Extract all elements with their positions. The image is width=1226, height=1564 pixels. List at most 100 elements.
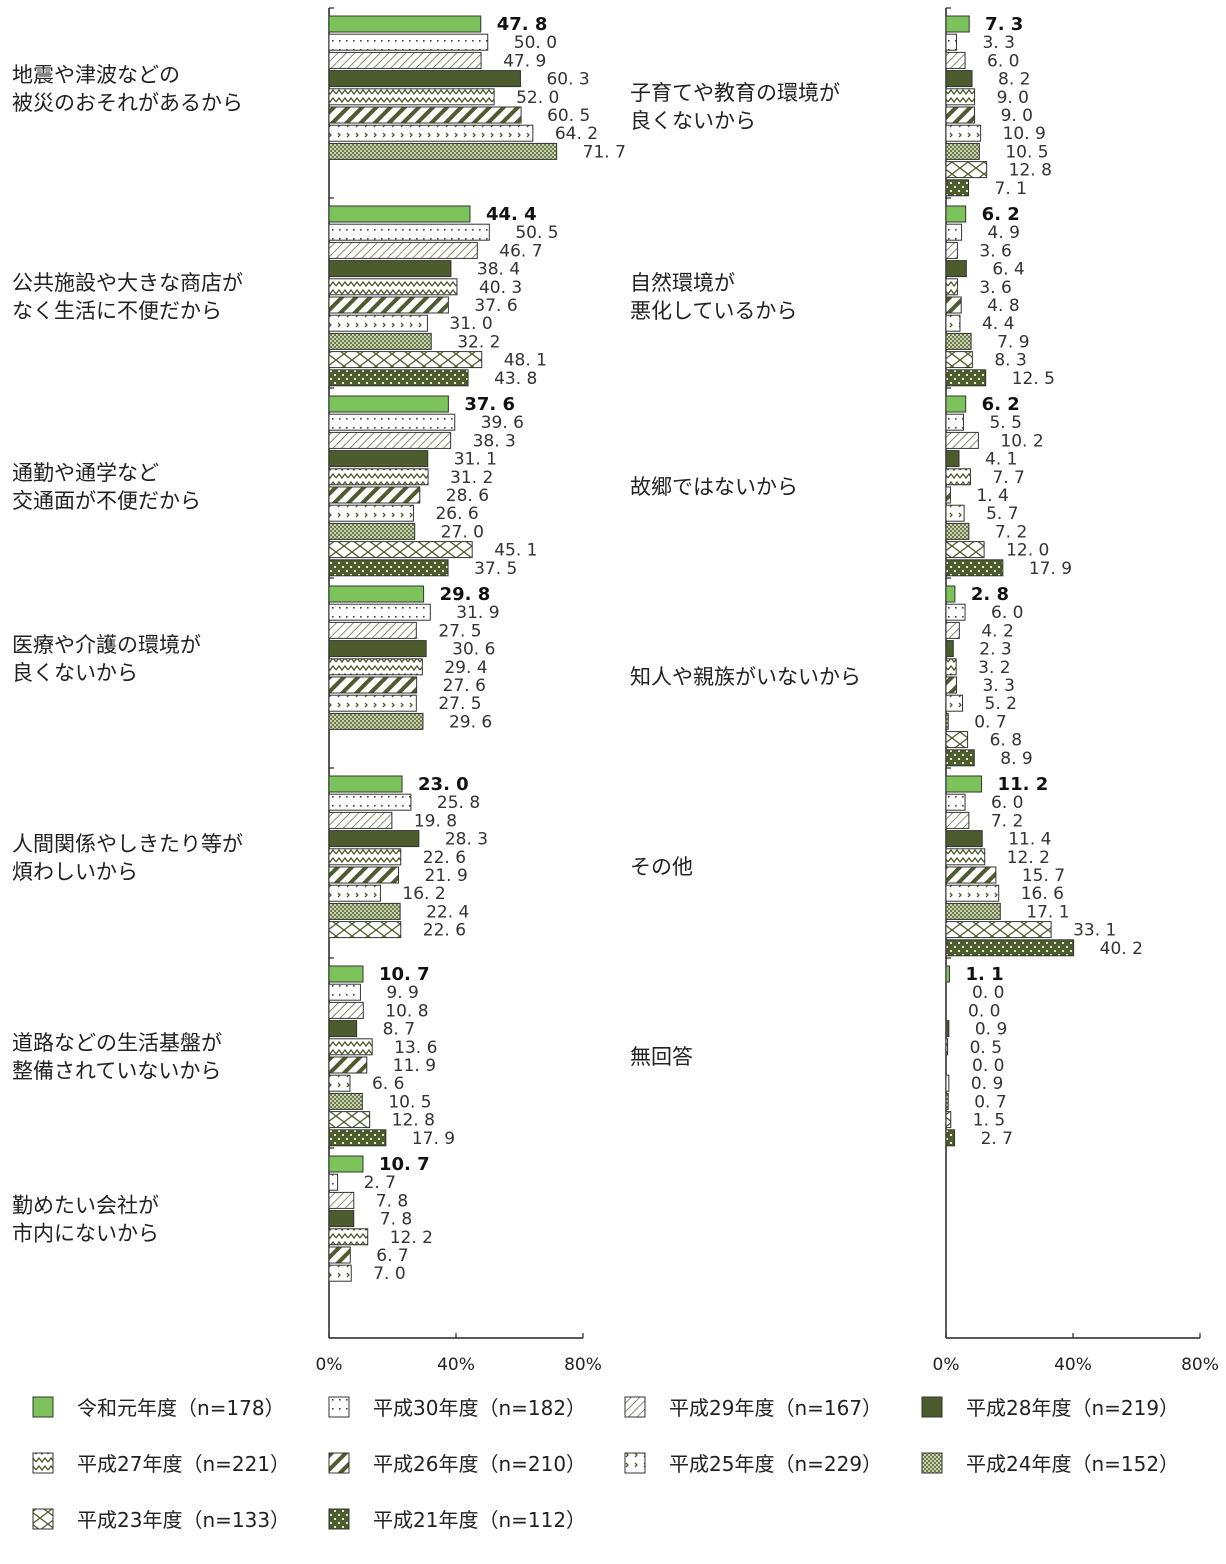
chart-panels: 0% 40% 80% 地震や津波などの被災のおそれがあるから 47. 850. 047.…	[12, 7, 1219, 1375]
legend-label: 平成21年度（n=112）	[373, 1508, 586, 1532]
data-label: 6. 4	[992, 260, 1024, 280]
data-label: 48. 1	[504, 351, 547, 371]
bar-自然環境が悪-series-1	[945, 205, 967, 223]
data-label: 12. 8	[1009, 161, 1052, 181]
data-label: 1. 1	[965, 964, 1003, 985]
legend-label: 平成28年度（n=219）	[966, 1396, 1179, 1420]
bar-子育てや教育-series-6	[945, 106, 976, 124]
data-label: 60. 5	[547, 106, 590, 126]
bar-通勤や通学な-series-4	[328, 450, 429, 468]
bar-無回答-series-1	[945, 965, 950, 983]
bar-公共施設や大-series-7	[328, 314, 428, 332]
data-label: 6. 2	[982, 204, 1020, 225]
data-label: 3. 6	[979, 278, 1011, 298]
data-label: 11. 9	[393, 1056, 436, 1076]
data-label: 21. 9	[425, 866, 468, 886]
bar-故郷ではない-series-1	[945, 395, 967, 413]
category-label: 通勤や通学など交通面が不便だから	[12, 461, 201, 513]
bar-故郷ではない-series-3	[945, 431, 979, 449]
data-label: 7. 8	[376, 1191, 408, 1211]
data-label: 12. 5	[1012, 369, 1055, 389]
legend-label: 平成27年度（n=221）	[77, 1452, 290, 1476]
bar-その他-series-4	[945, 830, 983, 848]
data-label: 7. 3	[985, 14, 1023, 35]
data-label: 9. 9	[386, 983, 418, 1003]
data-label: 13. 6	[394, 1038, 437, 1058]
data-label: 4. 1	[985, 450, 1017, 470]
bar-勤めたい会社-series-6	[328, 1246, 351, 1264]
data-label: 0. 7	[974, 712, 1006, 732]
bar-自然環境が悪-series-9	[945, 351, 973, 369]
bar-知人や親族が-series-2	[945, 603, 966, 621]
bar-公共施設や大-series-3	[328, 241, 478, 259]
bar-医療や介護の-series-1	[328, 585, 425, 603]
bar-地震や津波な-series-4	[328, 70, 521, 88]
bar-公共施設や大-series-8	[328, 332, 432, 350]
bar-通勤や通学な-series-6	[328, 486, 421, 504]
bar-医療や介護の-series-8	[328, 712, 424, 730]
legend-item-5: 平成27年度（n=221）	[32, 1452, 290, 1476]
category-label: 故郷ではないから	[630, 475, 798, 499]
data-label: 31. 9	[456, 603, 499, 623]
data-label: 64. 2	[555, 124, 598, 144]
bar-知人や親族が-series-7	[945, 694, 964, 712]
data-label: 46. 7	[499, 241, 542, 261]
panel-1: 0% 40% 80% 地震や津波などの被災のおそれがあるから 47. 850. 047.…	[12, 7, 626, 1375]
legend-swatch	[921, 1396, 943, 1418]
bar-子育てや教育-series-5	[945, 88, 976, 106]
legend-swatch	[328, 1452, 350, 1474]
data-label: 10. 5	[388, 1092, 431, 1112]
bar-勤めたい会社-series-1	[328, 1155, 364, 1173]
bar-無回答-series-4	[945, 1020, 950, 1038]
data-label: 16. 2	[402, 884, 445, 904]
data-label: 26. 6	[435, 504, 478, 524]
bar-故郷ではない-series-8	[945, 522, 970, 540]
x-tick-label: 80%	[564, 1355, 602, 1375]
data-label: 27. 5	[438, 694, 481, 714]
data-label: 0. 0	[972, 983, 1004, 1003]
bar-地震や津波な-series-5	[328, 88, 495, 106]
bar-自然環境が悪-series-8	[945, 332, 972, 350]
category-label: 公共施設や大きな商店がなく生活に不便だから	[12, 271, 243, 323]
bar-医療や介護の-series-3	[328, 621, 417, 639]
data-label: 10. 5	[1005, 142, 1048, 162]
bar-地震や津波な-series-2	[328, 33, 489, 51]
bar-道路などの生-series-3	[328, 1001, 364, 1019]
data-label: 6. 0	[991, 793, 1023, 813]
legend-item-2: 平成30年度（n=182）	[328, 1396, 586, 1420]
data-label: 5. 2	[985, 694, 1017, 714]
data-label: 0. 0	[968, 1001, 1000, 1021]
legend-item-7: 平成25年度（n=229）	[624, 1452, 882, 1476]
data-label: 3. 3	[982, 33, 1014, 53]
bar-子育てや教育-series-2	[945, 33, 957, 51]
bar-子育てや教育-series-7	[945, 124, 982, 142]
bar-自然環境が悪-series-4	[945, 260, 967, 278]
data-label: 8. 9	[1000, 749, 1032, 769]
data-label: 7. 9	[997, 332, 1029, 352]
data-label: 16. 6	[1021, 884, 1064, 904]
bar-子育てや教育-series-3	[945, 51, 966, 69]
bar-自然環境が悪-series-5	[945, 278, 958, 296]
bar-公共施設や大-series-10	[328, 369, 469, 387]
data-label: 7. 0	[373, 1264, 405, 1284]
bar-勤めたい会社-series-3	[328, 1191, 355, 1209]
bar-勤めたい会社-series-4	[328, 1210, 355, 1228]
bar-地震や津波な-series-3	[328, 51, 482, 69]
data-label: 22. 4	[426, 902, 469, 922]
bar-人間関係やし-series-2	[328, 793, 412, 811]
category-label: 道路などの生活基盤が整備されていないから	[12, 1031, 222, 1083]
data-label: 6. 7	[376, 1246, 408, 1266]
data-label: 7. 8	[380, 1210, 412, 1230]
data-label: 15. 7	[1022, 866, 1065, 886]
data-label: 6. 8	[990, 731, 1022, 751]
bar-通勤や通学な-series-1	[328, 395, 449, 413]
data-label: 44. 4	[486, 204, 537, 225]
bar-公共施設や大-series-4	[328, 260, 452, 278]
legend-swatch	[328, 1508, 350, 1530]
bar-医療や介護の-series-5	[328, 658, 423, 676]
bar-医療や介護の-series-7	[328, 694, 417, 712]
bar-その他-series-7	[945, 884, 1000, 902]
x-tick-label: 0%	[933, 1355, 960, 1375]
data-label: 29. 6	[449, 712, 492, 732]
